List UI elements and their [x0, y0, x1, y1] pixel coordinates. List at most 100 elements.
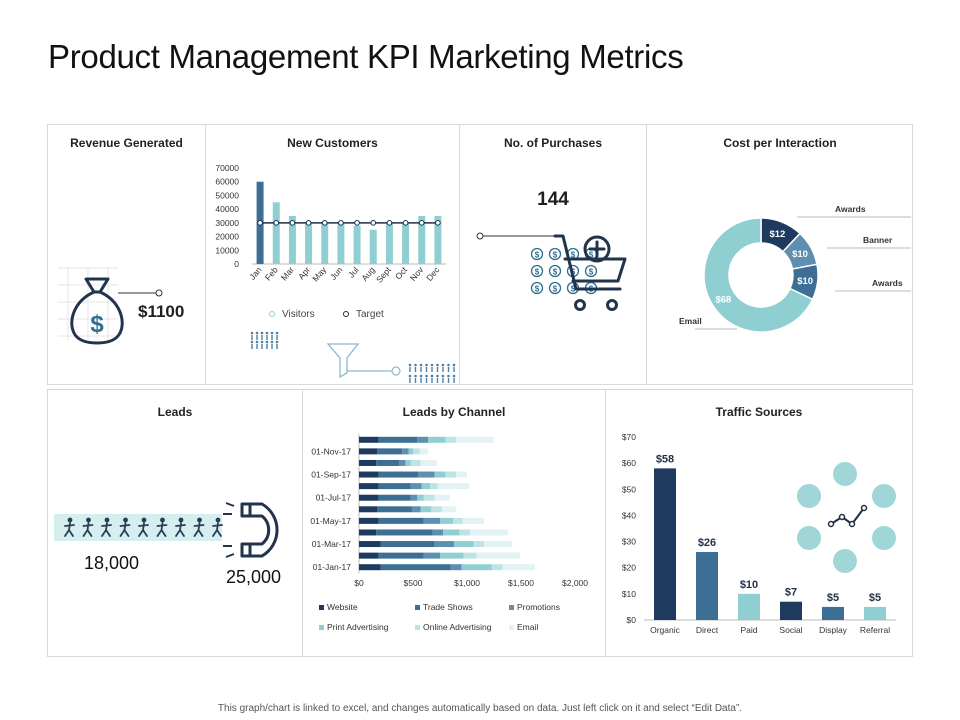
coin-symbol: $ — [571, 250, 576, 259]
legend-target: Target — [356, 309, 384, 320]
coin-symbol: $ — [553, 250, 558, 259]
traffic-sources-chart: $70 $60 $50 $40 $30 $20 $10 $0 $58 Organic $26 Dire… — [622, 432, 896, 635]
person-dot — [255, 340, 259, 344]
person-dot — [430, 374, 434, 378]
stacked-bar-segment — [434, 471, 446, 478]
stacked-bar-segment — [378, 552, 424, 559]
bar-visitors — [385, 222, 393, 264]
stacked-bar-segment — [423, 494, 435, 501]
stacked-bar-segment — [417, 494, 424, 501]
legend-swatch — [509, 605, 514, 610]
coin-icon — [530, 247, 544, 261]
bar-visitors — [418, 216, 426, 264]
bar-visitors — [353, 225, 361, 264]
bar-value-label: $5 — [869, 592, 881, 604]
target-point — [338, 220, 344, 226]
stacked-bar-segment — [420, 506, 432, 513]
traffic-source-icon — [872, 526, 896, 550]
legend-swatch — [415, 625, 420, 630]
y-tick-label: $20 — [622, 563, 636, 573]
y-tick-label: 0 — [234, 259, 239, 269]
purchases-value: 144 — [537, 189, 569, 210]
bar-visitors — [288, 216, 296, 264]
slice-label: Email — [679, 316, 702, 326]
y-tick-label: $50 — [622, 484, 636, 494]
person-dot — [250, 340, 254, 344]
coin-icon — [548, 281, 562, 295]
x-tick-label: Display — [819, 625, 848, 635]
x-tick-label: Apr — [296, 265, 312, 282]
traffic-source-icon — [797, 484, 821, 508]
cost-donut-chart: $12 $10 $10 $68 Awards Banner Awards Email — [679, 204, 911, 333]
x-tick-label: Jan — [247, 265, 264, 282]
coin-icon — [530, 281, 544, 295]
stacked-bar-segment — [378, 494, 411, 501]
y-tick-label: 01-May-17 — [310, 516, 351, 526]
x-tick-label: Direct — [696, 625, 719, 635]
y-tick-label: 30000 — [215, 218, 239, 228]
stacked-bar-segment — [398, 459, 406, 466]
people-icons — [64, 517, 223, 537]
stacked-bar-segment — [418, 471, 435, 478]
revenue-title: Revenue Generated — [70, 136, 183, 150]
stacked-bar-segment — [410, 494, 418, 501]
coin-symbol: $ — [571, 284, 576, 293]
stacked-bar-segment — [473, 541, 485, 548]
traffic-icons — [797, 462, 896, 573]
stacked-bar-segment — [461, 564, 492, 571]
coin-symbol: $ — [553, 284, 558, 293]
stacked-bar-segment — [420, 459, 437, 466]
person-dot — [260, 331, 264, 335]
stacked-bar-segment — [445, 471, 457, 478]
bar-visitors — [434, 216, 442, 264]
x-tick-label: $0 — [354, 578, 364, 588]
traffic-source-icon — [872, 484, 896, 508]
person-icon — [212, 517, 223, 537]
person-dot — [452, 374, 456, 378]
stacked-bar-segment — [359, 529, 377, 536]
target-point — [418, 220, 425, 226]
person-dot — [414, 374, 417, 378]
bottom-kpi-panel: Leads 18,000 25,000 Leads by Channel 01-… — [47, 389, 913, 657]
stacked-bar-segment — [445, 436, 457, 443]
revenue-cell: Revenue Generated $ $1100 — [48, 125, 205, 384]
cost-cell: Cost per Interaction $12 $10 $10 $68 Awards B… — [647, 125, 913, 384]
stacked-bar-segment — [359, 459, 377, 466]
stacked-bar-segment — [359, 552, 379, 559]
legend-marker-target — [343, 311, 349, 317]
stacked-bar-segment — [428, 436, 446, 443]
target-point — [370, 220, 377, 226]
stacked-bar-segment — [359, 436, 379, 443]
stacked-bar-segment — [359, 448, 378, 455]
coin-symbol: $ — [589, 267, 594, 276]
money-bag-icon: $ — [70, 277, 124, 345]
y-tick-label: 01-Sep-17 — [311, 470, 351, 480]
traffic-cell: Traffic Sources $70 $60 $50 $40 $30 $20 $10 $0 $… — [606, 390, 912, 656]
donut-slice — [703, 217, 814, 333]
legend-visitors: Visitors — [282, 309, 315, 320]
trend-line-icon — [830, 507, 865, 526]
person-icon — [101, 517, 112, 537]
stacked-bar-segment — [434, 494, 450, 501]
bar-visitors — [402, 222, 410, 264]
y-tick-label: $40 — [622, 510, 636, 520]
stacked-bar-segment — [402, 448, 409, 455]
coin-icon — [584, 264, 598, 278]
target-point — [386, 220, 393, 226]
x-tick-label: $2,000 — [562, 578, 588, 588]
top-kpi-panel: Revenue Generated $ $1100 New Customers … — [47, 124, 913, 385]
coin-icon — [548, 264, 562, 278]
target-point — [435, 220, 441, 226]
traffic-title: Traffic Sources — [715, 405, 803, 419]
person-dot — [270, 340, 274, 344]
slice-value-label: $10 — [792, 249, 808, 260]
stacked-bar-segment — [421, 483, 431, 490]
purchases-title: No. of Purchases — [503, 136, 603, 150]
person-dot — [425, 363, 428, 367]
stacked-bar-segment — [377, 448, 403, 455]
target-point — [305, 220, 312, 226]
stacked-bar-segment — [410, 459, 421, 466]
stacked-bar-segment — [405, 459, 411, 466]
stacked-bar-segment — [419, 448, 429, 455]
footer-note: This graph/chart is linked to excel, and… — [217, 703, 743, 714]
